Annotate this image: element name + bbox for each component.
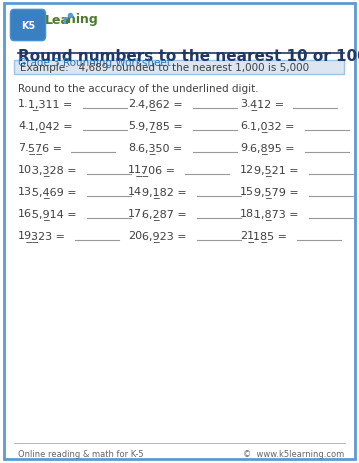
FancyBboxPatch shape: [10, 10, 46, 42]
Text: 9,7̲85 =: 9,7̲85 =: [138, 121, 183, 131]
Text: 6,2̲87 =: 6,2̲87 =: [142, 208, 187, 219]
Text: 9,5̲21 =: 9,5̲21 =: [254, 165, 299, 175]
Text: 5̲7̲6 =: 5̲7̲6 =: [28, 143, 62, 154]
Text: 1,0̲32 =: 1,0̲32 =: [250, 121, 294, 131]
Text: 17.: 17.: [128, 208, 146, 219]
Text: 15.: 15.: [240, 187, 258, 197]
Text: 14.: 14.: [128, 187, 146, 197]
Text: 6,9̲23 =: 6,9̲23 =: [142, 231, 187, 241]
Text: 11.: 11.: [128, 165, 146, 175]
Text: ̲7̲06 =: ̲7̲06 =: [142, 165, 176, 175]
Text: 7.: 7.: [18, 143, 29, 153]
Text: ̲18̲5 =: ̲18̲5 =: [254, 231, 288, 241]
Text: 16.: 16.: [18, 208, 36, 219]
Text: 5.: 5.: [128, 121, 139, 131]
Text: 6,8̲95 =: 6,8̲95 =: [250, 143, 295, 154]
Text: 6.: 6.: [240, 121, 251, 131]
Text: ning: ning: [67, 13, 98, 26]
Text: K5: K5: [21, 21, 35, 31]
Bar: [14, 61, 344, 75]
Text: Example:   4,689 rounded to the nearest 1,000 is 5,000: Example: 4,689 rounded to the nearest 1,…: [20, 63, 309, 73]
Text: 6,3̲50 =: 6,3̲50 =: [138, 143, 182, 154]
Text: 4,8̲62 =: 4,8̲62 =: [138, 99, 183, 110]
Text: 9,1̲82 =: 9,1̲82 =: [142, 187, 187, 198]
Text: 3.: 3.: [240, 99, 251, 109]
Text: Round to the accuracy of the underlined digit.: Round to the accuracy of the underlined …: [18, 84, 258, 94]
Text: 21.: 21.: [240, 231, 258, 240]
Text: 13.: 13.: [18, 187, 36, 197]
Text: Round numbers to the nearest 10 or 100: Round numbers to the nearest 10 or 100: [18, 49, 359, 64]
Text: 20.: 20.: [128, 231, 146, 240]
Text: 18.: 18.: [240, 208, 258, 219]
Text: 5,9̲14 =: 5,9̲14 =: [32, 208, 76, 219]
Text: 4.: 4.: [18, 121, 29, 131]
Text: 1,0̲42 =: 1,0̲42 =: [28, 121, 73, 131]
Text: 9,5̲79 =: 9,5̲79 =: [254, 187, 299, 198]
Text: 3,3̲28 =: 3,3̲28 =: [32, 165, 76, 175]
Text: 9.: 9.: [240, 143, 251, 153]
Text: Online reading & math for K-5: Online reading & math for K-5: [18, 449, 144, 458]
Text: 2.: 2.: [128, 99, 139, 109]
Text: 10.: 10.: [18, 165, 36, 175]
Text: ̲3̲23 =: ̲3̲23 =: [32, 231, 66, 241]
Text: 19.: 19.: [18, 231, 36, 240]
Text: 1,̲311 =: 1,̲311 =: [28, 99, 73, 110]
Text: 4̲12 =: 4̲12 =: [250, 99, 284, 110]
Text: 8.: 8.: [128, 143, 139, 153]
Text: 12.: 12.: [240, 165, 258, 175]
Text: 5,4̲69 =: 5,4̲69 =: [32, 187, 76, 198]
Text: 1.: 1.: [18, 99, 29, 109]
Text: 1,8̲73 =: 1,8̲73 =: [254, 208, 299, 219]
Text: r: r: [63, 13, 69, 26]
Text: Grade 3 Rounding Worksheet: Grade 3 Rounding Worksheet: [18, 58, 171, 68]
Text: Lea: Lea: [45, 13, 70, 26]
Text: ©  www.k5learning.com: © www.k5learning.com: [243, 449, 344, 458]
